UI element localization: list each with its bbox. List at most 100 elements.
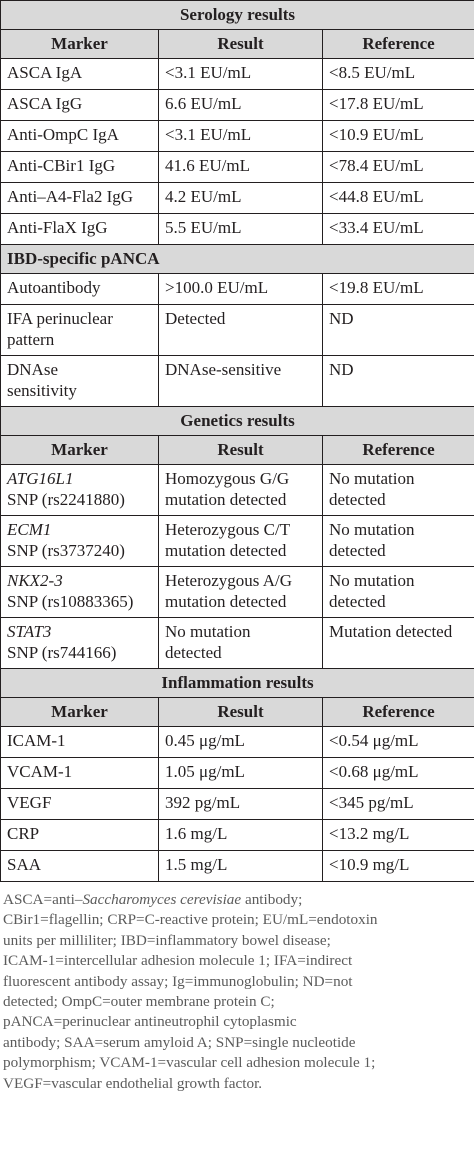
marker-cell: CRP — [0, 819, 159, 851]
reference-cell: No mutation detected — [321, 464, 474, 516]
result-cell: 392 pg/mL — [158, 788, 323, 820]
gene-name: STAT3 — [7, 622, 52, 641]
result-cell: <3.1 EU/mL — [158, 120, 323, 152]
panca-title: IBD-specific pANCA — [0, 244, 474, 274]
result-cell: 6.6 EU/mL — [158, 89, 323, 121]
inflammation-section-header: Inflammation results — [0, 668, 474, 698]
marker-cell: DNAse sensitivity — [0, 355, 159, 407]
column-header-result: Result — [158, 697, 323, 727]
reference-line: No mutation — [329, 520, 415, 539]
footnote-line: CBir1=flagellin; CRP=C-reactive protein;… — [3, 911, 378, 929]
footnote-italic-text: Saccharomyces cerevisiae — [82, 891, 242, 908]
genetics-title: Genetics results — [0, 406, 474, 436]
result-cell: 5.5 EU/mL — [158, 213, 323, 245]
footnote-line: units per milliliter; IBD=inflammatory b… — [3, 931, 331, 949]
footnote-line: polymorphism; VCAM-1=vascular cell adhes… — [3, 1054, 376, 1072]
table-row: CRP 1.6 mg/L <13.2 mg/L — [0, 819, 474, 851]
marker-cell: ECM1 SNP (rs3737240) — [0, 515, 159, 567]
column-header-reference: Reference — [321, 29, 474, 59]
marker-cell: ASCA IgA — [0, 58, 159, 90]
marker-cell: Autoantibody — [0, 273, 159, 305]
abbreviations-footnote: ASCA=anti–Saccharomyces cerevisiae antib… — [0, 882, 474, 1094]
table-row: IFA perinuclear pattern Detected ND — [0, 304, 474, 356]
footnote-line: detected; OmpC=outer membrane protein C; — [3, 993, 275, 1011]
genetics-section-header: Genetics results — [0, 406, 474, 436]
marker-cell: Anti-OmpC IgA — [0, 120, 159, 152]
gene-name: ATG16L1 — [7, 469, 74, 488]
column-header-result: Result — [158, 435, 323, 465]
reference-cell: <78.4 EU/mL — [321, 151, 474, 183]
footnote-line: antibody; SAA=serum amyloid A; SNP=singl… — [3, 1033, 356, 1051]
column-header-result: Result — [158, 29, 323, 59]
result-cell: Homozygous G/G mutation detected — [158, 464, 323, 516]
column-header-reference: Reference — [321, 697, 474, 727]
marker-cell: VEGF — [0, 788, 159, 820]
table-row: STAT3 SNP (rs744166) No mutation detected … — [0, 617, 474, 669]
result-cell: >100.0 EU/mL — [158, 273, 323, 305]
reference-cell: <8.5 EU/mL — [321, 58, 474, 90]
table-row: ECM1 SNP (rs3737240) Heterozygous C/T muta… — [0, 515, 474, 567]
footnote-line: pANCA=perinuclear antineutrophil cytopla… — [3, 1013, 297, 1031]
table-row: Anti-OmpC IgA <3.1 EU/mL <10.9 EU/mL — [0, 120, 474, 152]
reference-cell: <44.8 EU/mL — [321, 182, 474, 214]
reference-cell: <33.4 EU/mL — [321, 213, 474, 245]
panca-section-header: IBD-specific pANCA — [0, 244, 474, 274]
table-row: Anti-FlaX IgG 5.5 EU/mL <33.4 EU/mL — [0, 213, 474, 245]
reference-line: detected — [329, 541, 386, 560]
result-line: mutation detected — [165, 592, 287, 611]
marker-cell: ATG16L1 SNP (rs2241880) — [0, 464, 159, 516]
column-header-reference: Reference — [321, 435, 474, 465]
table-row: ASCA IgG 6.6 EU/mL <17.8 EU/mL — [0, 89, 474, 121]
result-line: detected — [165, 643, 222, 662]
result-cell: 4.2 EU/mL — [158, 182, 323, 214]
marker-line: pattern — [7, 330, 55, 349]
marker-cell: ASCA IgG — [0, 89, 159, 121]
inflammation-column-headers: Marker Result Reference — [0, 697, 474, 727]
footnote-line: ASCA=anti–Saccharomyces cerevisiae antib… — [3, 890, 474, 910]
footnote-line: ICAM-1=intercellular adhesion molecule 1… — [3, 952, 353, 970]
reference-line: No mutation — [329, 469, 415, 488]
inflammation-title: Inflammation results — [0, 668, 474, 698]
genetics-column-headers: Marker Result Reference — [0, 435, 474, 465]
reference-cell: <0.54 μg/mL — [321, 726, 474, 758]
reference-cell: No mutation detected — [321, 566, 474, 618]
result-cell: Detected — [158, 304, 323, 356]
gene-name: NKX2-3 — [7, 571, 63, 590]
reference-cell: <17.8 EU/mL — [321, 89, 474, 121]
table-row: Anti-CBir1 IgG 41.6 EU/mL <78.4 EU/mL — [0, 151, 474, 183]
reference-cell: ND — [321, 304, 474, 356]
snp-id: SNP (rs2241880) — [7, 490, 125, 509]
serology-column-headers: Marker Result Reference — [0, 29, 474, 59]
results-table: Serology results Marker Result Reference… — [0, 0, 474, 882]
result-line: Homozygous G/G — [165, 469, 290, 488]
result-cell: 1.05 μg/mL — [158, 757, 323, 789]
reference-line: detected — [329, 490, 386, 509]
table-row: ASCA IgA <3.1 EU/mL <8.5 EU/mL — [0, 58, 474, 90]
footnote-text: ASCA=anti– — [3, 891, 83, 908]
marker-line: sensitivity — [7, 381, 77, 400]
result-cell: DNAse-sensitive — [158, 355, 323, 407]
marker-cell: STAT3 SNP (rs744166) — [0, 617, 159, 669]
result-cell: 1.6 mg/L — [158, 819, 323, 851]
table-row: ATG16L1 SNP (rs2241880) Homozygous G/G mut… — [0, 464, 474, 516]
result-cell: 41.6 EU/mL — [158, 151, 323, 183]
result-cell: Heterozygous C/T mutation detected — [158, 515, 323, 567]
result-line: Heterozygous A/G — [165, 571, 293, 590]
table-row: SAA 1.5 mg/L <10.9 mg/L — [0, 850, 474, 882]
table-row: NKX2-3 SNP (rs10883365) Heterozygous A/G m… — [0, 566, 474, 618]
marker-cell: ICAM-1 — [0, 726, 159, 758]
column-header-marker: Marker — [0, 435, 159, 465]
marker-cell: Anti-FlaX IgG — [0, 213, 159, 245]
reference-cell: <13.2 mg/L — [321, 819, 474, 851]
column-header-marker: Marker — [0, 697, 159, 727]
marker-cell: IFA perinuclear pattern — [0, 304, 159, 356]
column-header-marker: Marker — [0, 29, 159, 59]
marker-line: DNAse — [7, 360, 58, 379]
result-cell: <3.1 EU/mL — [158, 58, 323, 90]
snp-id: SNP (rs3737240) — [7, 541, 125, 560]
snp-id: SNP (rs10883365) — [7, 592, 134, 611]
reference-cell: <345 pg/mL — [321, 788, 474, 820]
serology-section-header: Serology results — [0, 0, 474, 30]
result-line: mutation detected — [165, 490, 287, 509]
snp-id: SNP (rs744166) — [7, 643, 117, 662]
